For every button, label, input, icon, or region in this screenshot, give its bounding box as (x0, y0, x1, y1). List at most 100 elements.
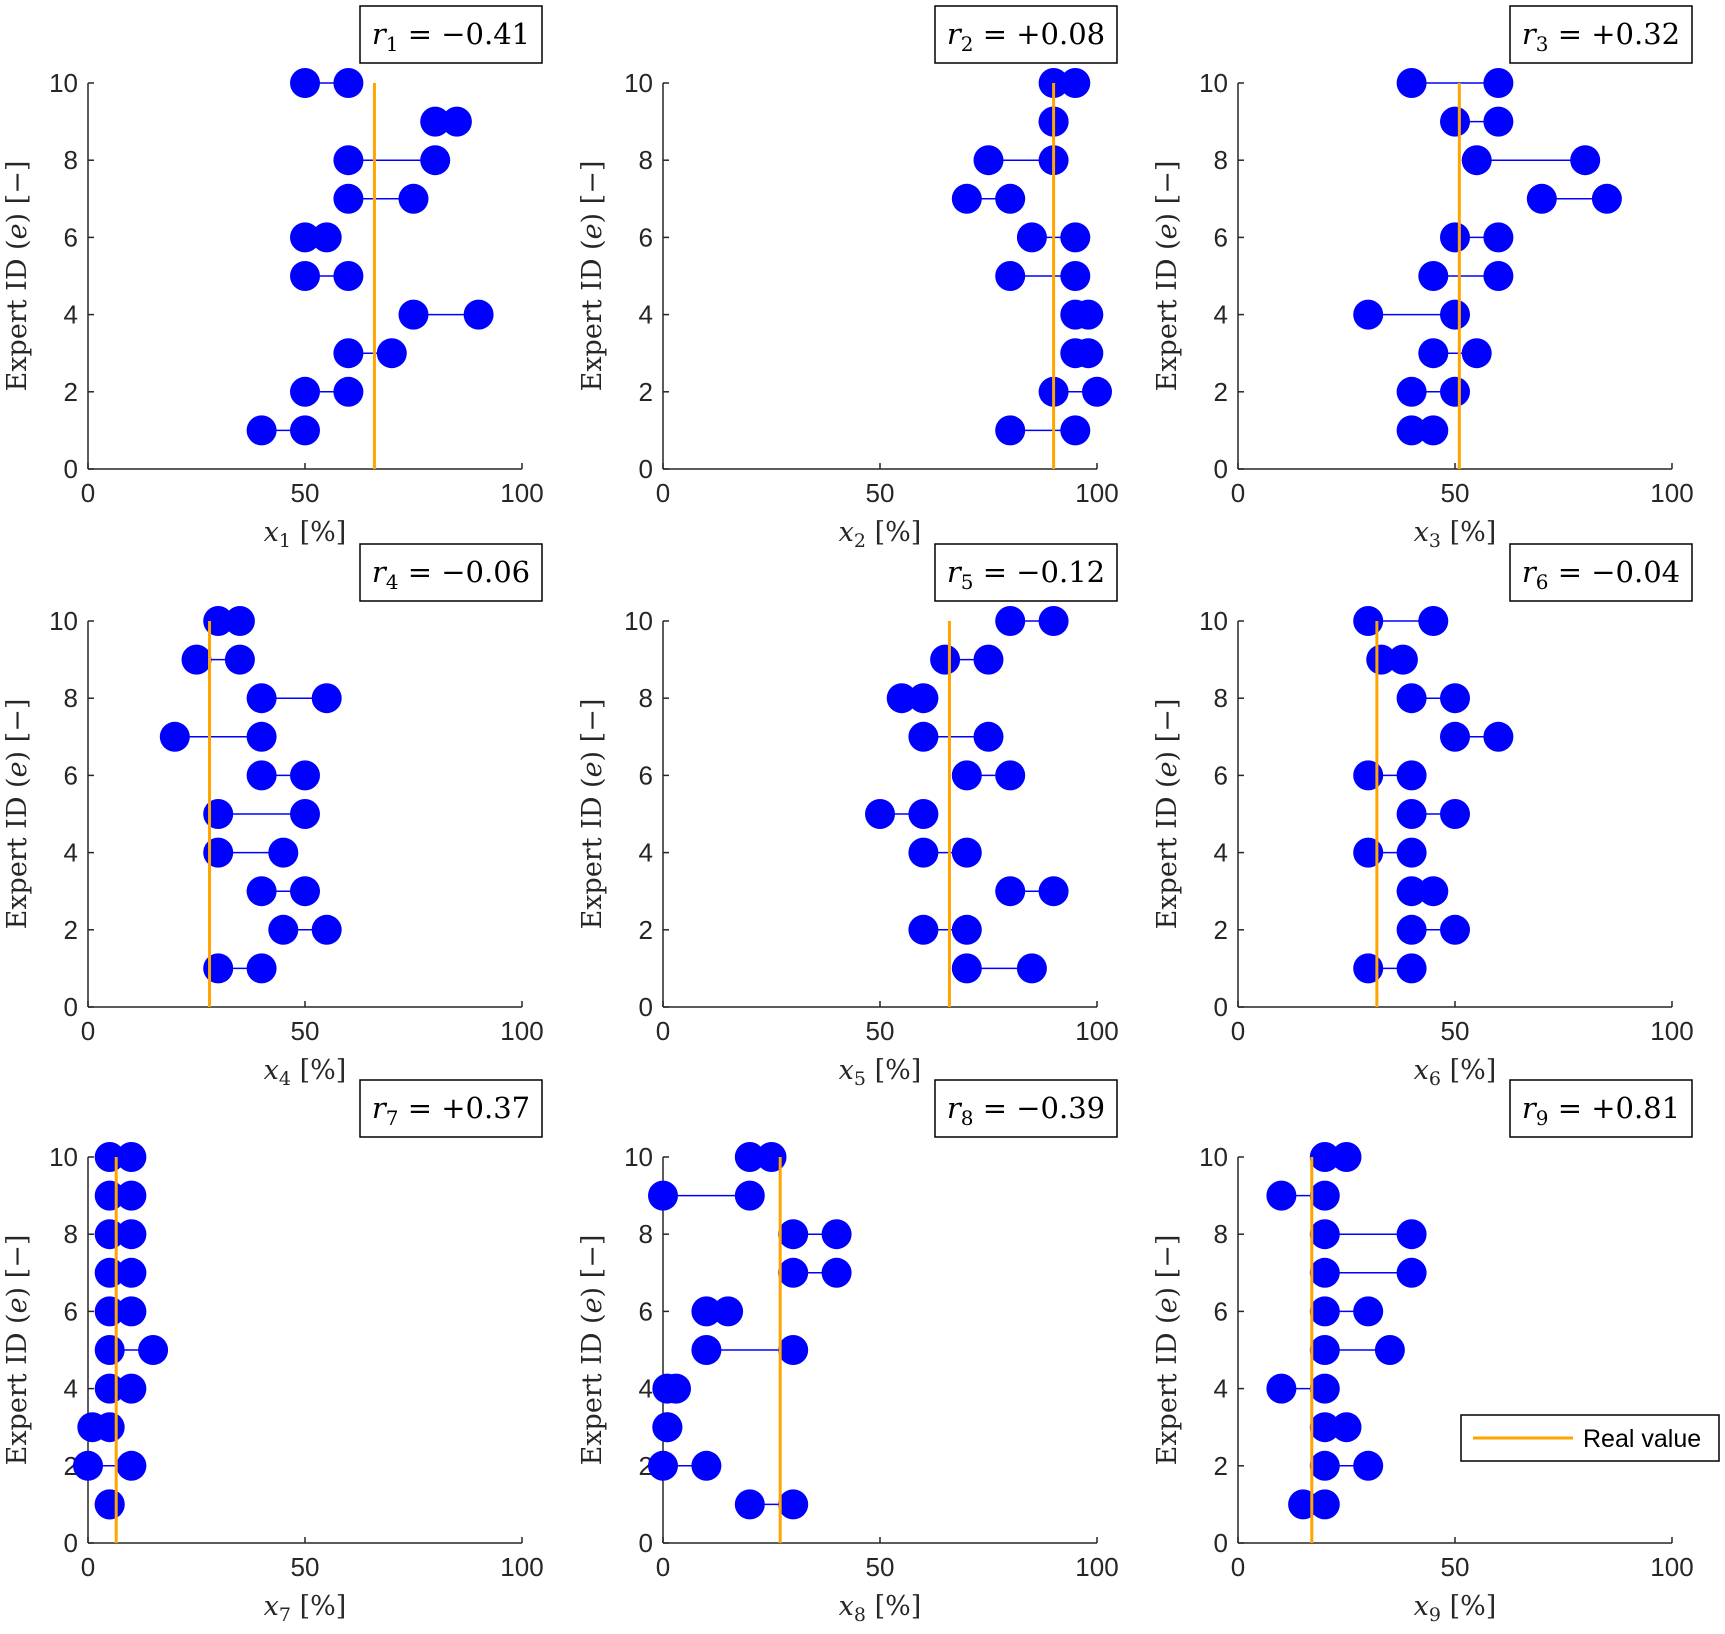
x-tick-label: 100 (1075, 1016, 1118, 1046)
expert-high-point (1060, 222, 1091, 253)
expert-low-point (973, 145, 1004, 176)
expert-low-point (1353, 299, 1384, 330)
x-tick-label: 100 (1650, 1552, 1693, 1582)
correlation-box (1509, 1079, 1693, 1138)
correlation-box (934, 1079, 1118, 1138)
expert-high-point (1396, 760, 1427, 791)
expert-high-point (1353, 1450, 1384, 1481)
expert-low-point (1309, 1257, 1340, 1288)
expert-high-point (1073, 338, 1104, 369)
expert-low-point (1016, 222, 1047, 253)
expert-high-point (116, 1219, 147, 1250)
x-tick-label: 0 (81, 1552, 95, 1582)
correlation-box (1509, 5, 1693, 64)
x-tick-label: 50 (866, 478, 895, 508)
expert-high-point (1396, 837, 1427, 868)
x-tick-label: 0 (656, 1016, 670, 1046)
y-axis-label: Expert ID (e) [−] (577, 699, 608, 930)
y-tick-label: 6 (639, 1296, 653, 1326)
y-axis-label: Expert ID (e) [−] (2, 1235, 33, 1466)
expert-high-point (116, 1257, 147, 1288)
expert-low-point (246, 876, 277, 907)
expert-high-point (420, 145, 451, 176)
expert-high-point (1483, 106, 1514, 137)
expert-high-point (713, 1296, 744, 1327)
expert-high-point (1073, 299, 1104, 330)
expert-low-point (203, 953, 234, 984)
y-tick-label: 2 (64, 1451, 78, 1481)
expert-low-point (1418, 338, 1449, 369)
y-tick-label: 8 (64, 1219, 78, 1249)
expert-high-point (1331, 1412, 1362, 1443)
correlation-annotation: r3 = +0.32 (1522, 17, 1680, 56)
expert-low-point (1440, 721, 1470, 752)
y-tick-label: 10 (49, 606, 78, 636)
x-axis-label: x9 [%] (1414, 1591, 1497, 1626)
expert-low-point (995, 415, 1026, 446)
x-tick-label: 0 (81, 478, 95, 508)
expert-low-point (1461, 145, 1492, 176)
expert-high-point (376, 338, 407, 369)
correlation-box (359, 543, 543, 602)
x-tick-label: 100 (1075, 478, 1118, 508)
y-axis-label: Expert ID (e) [−] (1152, 699, 1183, 930)
correlation-annotation: r7 = +0.37 (372, 1091, 530, 1130)
y-tick-label: 4 (639, 1374, 653, 1404)
expert-high-point (398, 183, 429, 214)
y-tick-label: 4 (639, 300, 653, 330)
expert-low-point (290, 261, 320, 291)
expert-low-point (1309, 1450, 1340, 1481)
expert-low-point (333, 338, 364, 369)
y-tick-label: 2 (1214, 915, 1228, 945)
y-tick-label: 10 (49, 68, 78, 98)
x-tick-label: 0 (1231, 1552, 1245, 1582)
y-tick-label: 6 (639, 760, 653, 790)
expert-high-point (311, 683, 342, 714)
y-axis-label: Expert ID (e) [−] (1152, 1235, 1183, 1466)
expert-high-point (1309, 1373, 1340, 1404)
y-tick-label: 2 (639, 915, 653, 945)
expert-high-point (1060, 415, 1091, 446)
expert-high-point (246, 721, 277, 752)
expert-low-point (908, 721, 939, 752)
expert-high-point (821, 1219, 852, 1250)
expert-low-point (1396, 799, 1427, 829)
expert-high-point (333, 68, 364, 98)
expert-high-point (1038, 876, 1069, 907)
expert-low-point (398, 299, 429, 330)
expert-low-point (1418, 261, 1449, 291)
y-tick-label: 10 (624, 606, 653, 636)
expert-high-point (1440, 914, 1470, 945)
expert-high-point (311, 222, 342, 253)
y-tick-label: 6 (639, 222, 653, 252)
y-tick-label: 0 (1214, 454, 1228, 484)
expert-low-point (203, 837, 234, 868)
y-tick-label: 8 (1214, 1219, 1228, 1249)
correlation-annotation: r4 = −0.06 (372, 555, 530, 594)
expert-high-point (1396, 1219, 1427, 1250)
expert-high-point (1016, 953, 1047, 984)
y-tick-label: 8 (639, 145, 653, 175)
correlation-annotation: r9 = +0.81 (1522, 1091, 1680, 1130)
expert-low-point (1366, 644, 1397, 675)
y-tick-label: 6 (64, 760, 78, 790)
expert-low-point (995, 606, 1026, 636)
expert-high-point (1461, 338, 1492, 369)
x-axis-label: x8 [%] (839, 1591, 922, 1626)
expert-high-point (290, 415, 320, 446)
y-tick-label: 2 (64, 915, 78, 945)
expert-low-point (268, 914, 299, 945)
expert-low-point (1309, 1142, 1340, 1172)
expert-low-point (246, 683, 277, 714)
y-tick-label: 6 (1214, 1296, 1228, 1326)
x-tick-label: 0 (1231, 1016, 1245, 1046)
y-tick-label: 10 (624, 68, 653, 98)
expert-low-point (203, 799, 234, 829)
expert-low-point (1353, 953, 1384, 984)
expert-high-point (734, 1180, 765, 1211)
y-axis-label: Expert ID (e) [−] (577, 1235, 608, 1466)
x-axis-label: x3 [%] (1414, 517, 1497, 552)
x-tick-label: 0 (656, 478, 670, 508)
expert-high-point (908, 683, 939, 714)
